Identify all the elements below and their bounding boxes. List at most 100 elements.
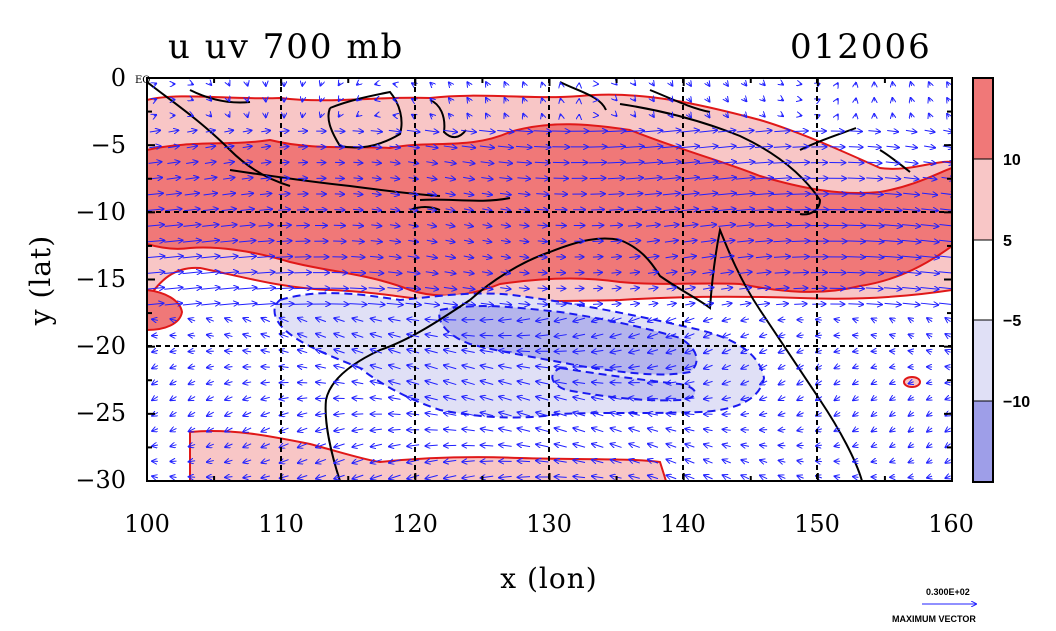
wind-vector bbox=[427, 193, 436, 195]
wind-vector bbox=[648, 334, 659, 338]
wind-vector bbox=[704, 444, 713, 447]
wind-vector bbox=[371, 178, 381, 179]
wind-vector bbox=[518, 366, 531, 368]
wind-vector bbox=[189, 335, 196, 336]
wind-vector bbox=[207, 397, 214, 400]
wind-vector bbox=[497, 130, 513, 131]
wind-vector bbox=[243, 428, 252, 432]
wind-vector bbox=[537, 257, 547, 258]
wind-vector bbox=[666, 303, 676, 305]
wind-vector bbox=[426, 397, 438, 400]
wind-vector bbox=[667, 459, 677, 463]
wind-vector bbox=[518, 304, 529, 305]
wind-vector bbox=[462, 335, 475, 336]
wind-vector bbox=[611, 256, 621, 257]
wind-vector bbox=[629, 366, 640, 368]
wind-vector bbox=[519, 225, 528, 226]
wind-vector bbox=[189, 397, 196, 401]
wind-vector bbox=[353, 194, 362, 195]
wind-vector bbox=[791, 241, 810, 242]
wind-vector bbox=[481, 177, 492, 179]
wind-vector bbox=[184, 193, 199, 195]
wind-vector bbox=[189, 461, 196, 462]
wind-vector bbox=[927, 460, 932, 463]
wind-vector bbox=[890, 382, 895, 384]
wind-vector bbox=[723, 429, 731, 430]
wind-vector bbox=[667, 334, 677, 338]
wind-vector bbox=[902, 209, 920, 211]
y-tick-label: −25 bbox=[75, 399, 126, 427]
wind-vector bbox=[947, 114, 949, 117]
wind-vector bbox=[225, 397, 233, 400]
wind-vector bbox=[648, 428, 659, 431]
wind-vector bbox=[685, 318, 695, 321]
wind-vector bbox=[408, 225, 418, 227]
x-tick-label: 100 bbox=[124, 510, 170, 538]
wind-vector bbox=[890, 397, 895, 400]
wind-vector bbox=[406, 130, 420, 132]
wind-vector bbox=[704, 318, 713, 321]
wind-vector bbox=[865, 288, 883, 289]
wind-vector bbox=[261, 413, 270, 416]
wind-vector bbox=[407, 319, 420, 321]
wind-vector bbox=[316, 413, 326, 415]
wind-vector bbox=[775, 288, 788, 289]
wind-vector bbox=[664, 225, 678, 227]
wind-vector bbox=[351, 241, 364, 242]
wind-vector bbox=[274, 288, 293, 289]
wind-vector bbox=[723, 319, 731, 321]
wind-vector bbox=[200, 287, 220, 289]
wind-vector bbox=[152, 319, 158, 320]
wind-vector bbox=[390, 193, 399, 194]
wind-vector bbox=[723, 475, 731, 479]
wind-vector bbox=[689, 98, 691, 102]
wind-vector bbox=[186, 162, 197, 164]
wind-vector bbox=[164, 240, 182, 242]
wind-vector bbox=[837, 99, 838, 101]
wind-vector bbox=[371, 349, 383, 353]
wind-vector bbox=[242, 130, 252, 132]
wind-vector bbox=[389, 334, 401, 337]
wind-vector bbox=[260, 178, 271, 179]
wind-vector bbox=[797, 429, 804, 431]
wind-vector bbox=[704, 475, 713, 479]
wind-vector bbox=[945, 428, 950, 432]
wind-vector bbox=[702, 287, 713, 289]
wind-vector bbox=[588, 131, 607, 132]
wind-vector bbox=[648, 288, 657, 290]
wind-vector bbox=[278, 209, 290, 210]
wind-vector bbox=[443, 303, 457, 305]
wind-vector bbox=[353, 178, 362, 179]
wind-vector bbox=[239, 225, 255, 227]
wind-vector bbox=[909, 382, 914, 384]
wind-vector bbox=[911, 98, 912, 102]
wind-vector bbox=[479, 146, 494, 148]
wind-vector bbox=[316, 350, 327, 353]
wind-vector bbox=[442, 130, 457, 132]
wind-vector bbox=[853, 335, 859, 336]
wind-vector bbox=[280, 444, 289, 448]
wind-vector bbox=[170, 319, 177, 321]
wind-vector bbox=[207, 381, 214, 384]
wind-vector bbox=[350, 272, 366, 273]
wind-vector bbox=[704, 381, 713, 384]
wind-vector bbox=[257, 256, 274, 257]
wind-vector bbox=[938, 240, 952, 242]
wind-vector bbox=[573, 476, 586, 477]
wind-vector bbox=[779, 460, 786, 462]
eq-label: EQ bbox=[135, 75, 151, 86]
wind-vector bbox=[461, 130, 476, 132]
wind-vector bbox=[499, 351, 512, 352]
wind-vector bbox=[407, 365, 420, 369]
wind-vector bbox=[698, 162, 718, 164]
wind-vector bbox=[536, 461, 549, 462]
wind-vector bbox=[911, 82, 912, 86]
wind-vector bbox=[542, 98, 543, 101]
wind-vector bbox=[647, 256, 658, 258]
wind-vector bbox=[445, 225, 455, 227]
wind-vector bbox=[555, 382, 567, 384]
wind-vector bbox=[352, 349, 364, 353]
wind-vector bbox=[592, 241, 602, 242]
wind-vector bbox=[883, 225, 902, 226]
axis-ticks bbox=[146, 77, 953, 482]
